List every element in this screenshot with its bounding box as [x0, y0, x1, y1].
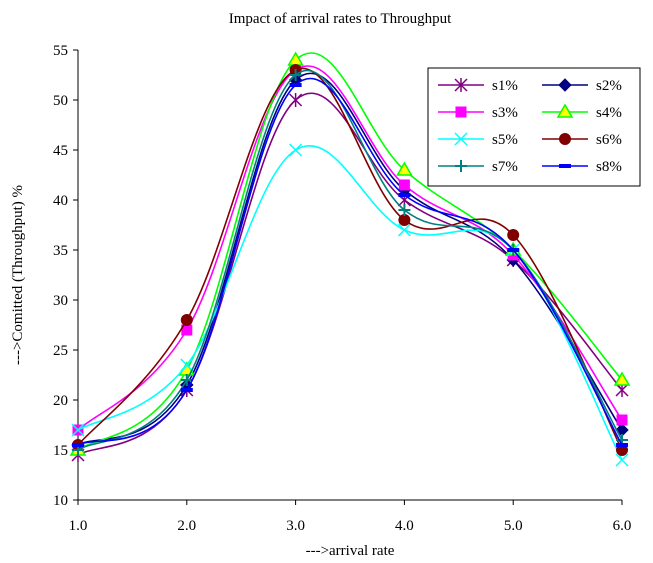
legend-marker: [455, 106, 467, 118]
legend-item: s2%: [542, 78, 622, 94]
y-tick-label: 20: [53, 393, 68, 409]
x-tick-label: 4.0: [395, 518, 414, 534]
legend-marker: [558, 78, 572, 92]
legend-marker: [454, 78, 468, 92]
data-point: [398, 204, 411, 216]
chart-title: Impact of arrival rates to Throughput: [229, 11, 452, 27]
legend-marker: [559, 164, 571, 168]
y-tick-label: 50: [53, 93, 68, 109]
legend-item: s4%: [542, 103, 622, 121]
x-tick-label: 2.0: [177, 518, 196, 534]
y-tick-label: 45: [53, 143, 68, 159]
y-tick-label: 25: [53, 343, 68, 359]
data-point: [616, 414, 628, 426]
data-point: [507, 248, 520, 252]
data-point: [289, 93, 303, 107]
y-tick-label: 10: [53, 493, 68, 509]
legend-label: s5%: [492, 132, 518, 148]
data-point: [289, 143, 303, 157]
data-point: [398, 179, 410, 191]
legend: s1% s2% s3% s4% s5% s6% s7% s8%: [427, 67, 641, 187]
legend-label: s7%: [492, 159, 518, 175]
data-point: [180, 388, 193, 392]
x-tick-label: 3.0: [286, 518, 305, 534]
data-point: [616, 443, 628, 447]
data-point: [71, 423, 85, 437]
series-6: [72, 64, 628, 456]
legend-label: s8%: [596, 159, 622, 175]
legend-label: s6%: [596, 132, 622, 148]
x-tick-label: 5.0: [504, 518, 523, 534]
legend-item: s8%: [542, 159, 622, 175]
data-point: [398, 214, 411, 226]
data-point: [396, 161, 413, 176]
legend-item: s6%: [542, 132, 622, 148]
data-point: [507, 229, 520, 241]
legend-item: s1%: [438, 78, 518, 94]
x-axis-label: --->arrival rate: [306, 543, 395, 559]
y-axis-label: --->Comitted (Throughput) %: [10, 185, 26, 365]
legend-item: s7%: [438, 159, 518, 175]
legend-marker: [454, 132, 468, 146]
series-line: [77, 145, 623, 461]
y-tick-label: 15: [53, 443, 68, 459]
data-point: [613, 371, 631, 386]
y-tick-label: 40: [53, 193, 68, 209]
legend-label: s2%: [596, 78, 622, 94]
y-tick-label: 55: [53, 43, 68, 59]
data-point: [287, 51, 304, 66]
data-point: [72, 443, 84, 447]
x-tick-label: 1.0: [69, 518, 88, 534]
x-tick-label: 6.0: [613, 518, 632, 534]
series-8: [72, 77, 628, 447]
data-point: [180, 314, 193, 326]
legend-marker: [556, 103, 574, 118]
data-point: [398, 193, 411, 197]
legend-marker: [559, 133, 571, 145]
y-tick-label: 35: [53, 243, 68, 259]
legend-item: s3%: [438, 105, 518, 121]
data-point: [180, 374, 193, 386]
legend-marker: [455, 160, 467, 172]
data-point: [289, 83, 302, 87]
data-point: [397, 223, 411, 237]
legend-item: s5%: [438, 132, 518, 148]
y-tick-label: 30: [53, 293, 68, 309]
plot-area: 10 15 20 25 30 35 40 45 50 55 1.0 2.0 3.0 4.0 5.0 6.0: [53, 43, 631, 534]
legend-label: s3%: [492, 105, 518, 121]
data-point: [289, 69, 302, 81]
data-point: [180, 358, 194, 372]
data-point: [615, 453, 629, 467]
legend-label: s4%: [596, 105, 622, 121]
legend-label: s1%: [492, 78, 518, 94]
